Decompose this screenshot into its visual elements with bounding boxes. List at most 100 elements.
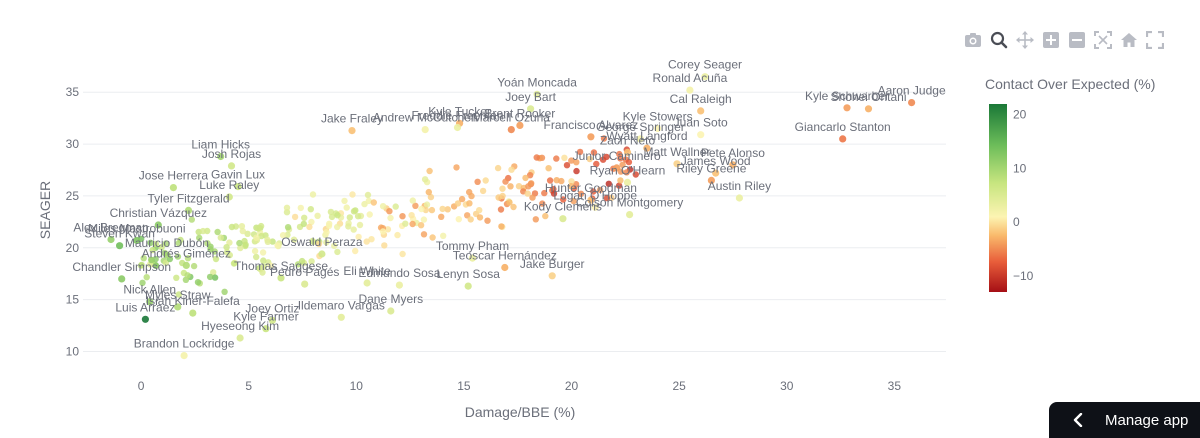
camera-icon [965,33,981,47]
zoom-out-button[interactable] [1064,28,1090,52]
y-tick-label: 20 [66,241,80,255]
download-png-button[interactable] [960,28,986,52]
point-label: Ildemaro Vargas [298,298,385,312]
zoom-out-icon [1069,32,1085,48]
data-point [570,197,577,205]
zoom-in-button[interactable] [1038,28,1064,52]
point-label: Josh Rojas [202,147,261,161]
data-point [408,212,415,219]
data-point [516,121,524,129]
data-point [251,247,259,255]
data-point [277,274,285,282]
data-point [318,250,326,258]
x-tick-label: 5 [245,379,252,393]
data-point [615,182,623,189]
manage-app-button[interactable]: Manage app [1049,402,1200,438]
data-point [527,105,535,113]
data-point [118,275,126,283]
data-point [392,203,399,210]
manage-app-label: Manage app [1105,411,1189,429]
data-point [133,236,141,245]
data-point [458,195,466,203]
data-point [212,255,220,263]
point-label: Joey Ortiz [245,301,299,315]
point-label: Luis Arraez [115,300,175,314]
fullscreen-icon [1146,31,1164,49]
zoom-button[interactable] [986,28,1012,52]
data-point [364,191,372,199]
data-point [440,232,447,239]
data-point [223,249,231,256]
data-point [558,177,565,185]
reset-axes-button[interactable] [1116,28,1142,52]
point-label: Austin Riley [708,179,771,193]
data-point [395,281,403,289]
data-point [116,242,124,250]
data-point [327,208,335,216]
x-axis-title: Damage/BBE (%) [465,404,575,420]
x-tick-label: 25 [672,379,686,393]
data-point [843,104,851,112]
y-tick-label: 15 [66,293,80,307]
point-label: Myles Straw [145,288,211,302]
point-label: Colson Montgomery [576,196,683,210]
autoscale-icon [1094,31,1112,49]
data-point [590,188,597,195]
point-label: Junior Caminero [573,149,661,163]
data-point [334,212,341,219]
data-point [107,235,115,244]
data-point [417,222,425,229]
data-point [253,234,260,241]
data-point [221,288,228,295]
fullscreen-button[interactable] [1142,28,1168,52]
data-point [365,197,372,205]
data-point [343,204,350,211]
y-tick-label: 30 [66,137,80,151]
data-point [623,169,630,176]
data-point [559,215,567,223]
data-point [468,254,477,262]
point-label: Teoscar Hernández [453,249,557,263]
data-point [508,166,515,173]
point-label: Logan O'Hoppe [553,188,637,202]
data-point [418,205,425,213]
point-label: Hyeseong Kim [201,319,279,333]
x-tick-label: 20 [565,379,579,393]
data-point [494,164,502,172]
data-point [334,223,341,231]
data-point [352,247,359,255]
data-point [626,211,634,219]
x-tick-label: 35 [888,379,902,393]
colorbar [989,104,1007,292]
data-point [236,334,244,342]
point-label: Zach Neto [600,133,656,147]
data-point [334,248,341,256]
y-tick-label: 25 [66,189,80,203]
data-point [267,262,274,269]
data-point [214,228,221,236]
data-point [586,155,593,163]
data-point [600,135,608,142]
data-point [498,223,505,230]
data-point [301,280,309,288]
data-point [587,196,595,204]
data-point [294,261,302,268]
data-point [140,255,147,262]
data-point [147,239,154,246]
data-point [735,194,744,202]
point-label: Marcell Ozuna [473,111,551,125]
data-point [211,274,219,281]
data-point [420,216,428,223]
data-point [217,152,225,161]
data-point [138,261,145,269]
data-point [425,188,432,196]
x-tick-label: 10 [350,379,364,393]
data-point [712,169,720,177]
autoscale-button[interactable] [1090,28,1116,52]
data-point [143,274,150,281]
data-point [499,192,506,200]
pan-button[interactable] [1012,28,1038,52]
data-point [506,199,513,206]
